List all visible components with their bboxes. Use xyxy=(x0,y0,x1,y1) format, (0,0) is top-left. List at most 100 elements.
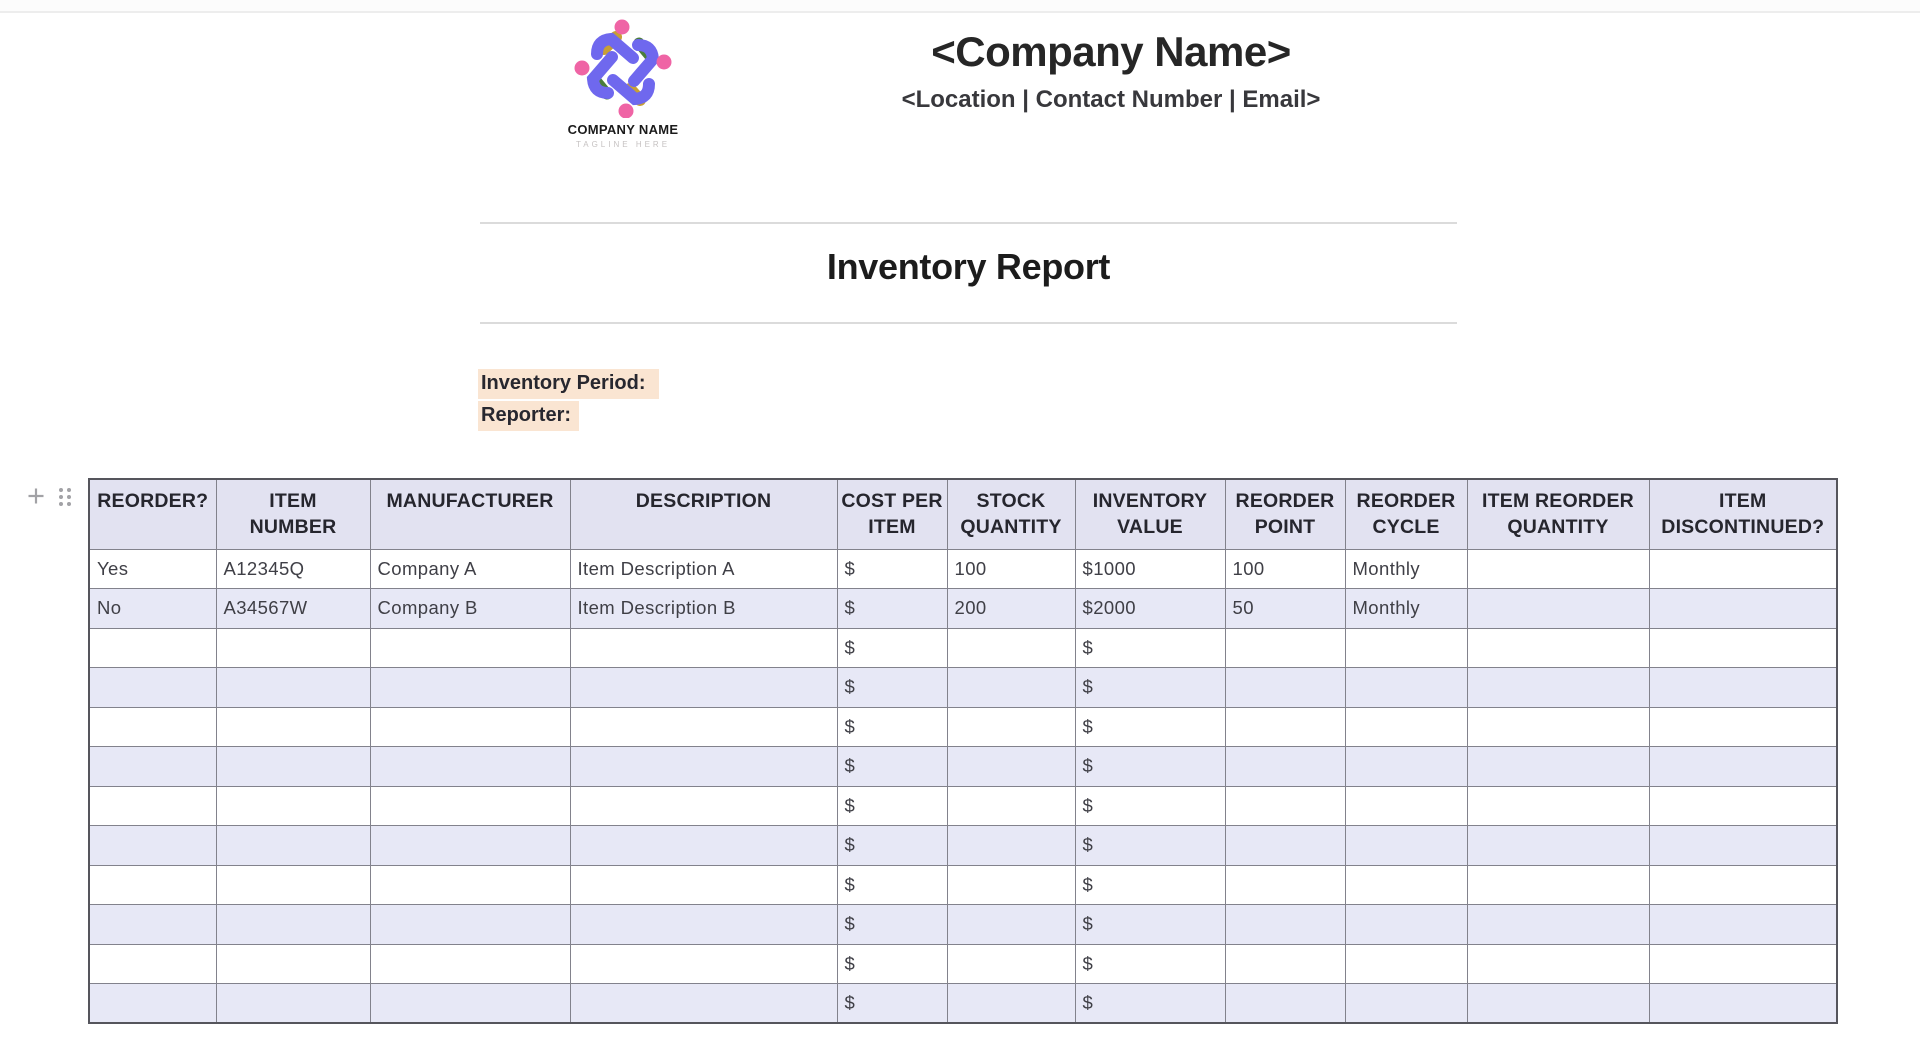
column-header[interactable]: COST PER ITEM xyxy=(836,478,948,550)
table-cell[interactable]: 100 xyxy=(946,548,1076,589)
table-cell[interactable] xyxy=(1224,904,1346,945)
table-cell[interactable] xyxy=(1344,785,1468,826)
table-cell[interactable] xyxy=(88,983,217,1024)
table-cell[interactable]: $ xyxy=(1074,904,1226,945)
table-cell[interactable]: $ xyxy=(836,943,948,984)
table-cell[interactable]: $ xyxy=(836,864,948,905)
column-header[interactable]: STOCK QUANTITY xyxy=(946,478,1076,550)
table-cell[interactable]: Yes xyxy=(88,548,217,589)
table-cell[interactable] xyxy=(1648,627,1838,668)
table-cell[interactable]: A12345Q xyxy=(215,548,371,589)
table-cell[interactable] xyxy=(215,904,371,945)
table-cell[interactable] xyxy=(569,785,838,826)
table-cell[interactable] xyxy=(1466,667,1650,708)
table-cell[interactable]: $ xyxy=(1074,746,1226,787)
table-cell[interactable]: $1000 xyxy=(1074,548,1226,589)
table-cell[interactable] xyxy=(88,785,217,826)
table-cell[interactable]: $ xyxy=(1074,943,1226,984)
table-cell[interactable] xyxy=(1648,746,1838,787)
table-cell[interactable]: $ xyxy=(1074,983,1226,1024)
table-cell[interactable] xyxy=(1224,785,1346,826)
table-cell[interactable]: 100 xyxy=(1224,548,1346,589)
table-cell[interactable] xyxy=(88,864,217,905)
table-cell[interactable]: $ xyxy=(836,825,948,866)
table-cell[interactable] xyxy=(946,983,1076,1024)
table-cell[interactable] xyxy=(569,943,838,984)
table-cell[interactable] xyxy=(215,667,371,708)
table-cell[interactable] xyxy=(1466,983,1650,1024)
table-cell[interactable]: $ xyxy=(836,627,948,668)
table-cell[interactable] xyxy=(1224,864,1346,905)
table-cell[interactable] xyxy=(369,746,571,787)
table-cell[interactable] xyxy=(88,825,217,866)
table-cell[interactable] xyxy=(88,943,217,984)
table-cell[interactable] xyxy=(1466,825,1650,866)
table-cell[interactable] xyxy=(369,706,571,747)
table-cell[interactable] xyxy=(569,706,838,747)
table-cell[interactable]: 50 xyxy=(1224,588,1346,629)
table-cell[interactable] xyxy=(1224,627,1346,668)
table-cell[interactable] xyxy=(569,904,838,945)
table-cell[interactable] xyxy=(369,864,571,905)
drag-handle[interactable] xyxy=(56,485,74,509)
table-cell[interactable] xyxy=(1344,825,1468,866)
table-cell[interactable] xyxy=(1224,983,1346,1024)
table-cell[interactable]: A34567W xyxy=(215,588,371,629)
table-cell[interactable]: $ xyxy=(1074,667,1226,708)
table-cell[interactable] xyxy=(946,943,1076,984)
column-header[interactable]: INVENTORY VALUE xyxy=(1074,478,1226,550)
column-header[interactable]: ITEM DISCONTINUED? xyxy=(1648,478,1838,550)
table-cell[interactable] xyxy=(88,746,217,787)
table-cell[interactable]: Item Description B xyxy=(569,588,838,629)
table-cell[interactable] xyxy=(215,943,371,984)
table-cell[interactable]: $ xyxy=(1074,627,1226,668)
table-cell[interactable] xyxy=(88,706,217,747)
table-cell[interactable] xyxy=(569,746,838,787)
table-cell[interactable] xyxy=(1648,667,1838,708)
table-cell[interactable] xyxy=(1466,943,1650,984)
table-cell[interactable] xyxy=(1466,746,1650,787)
table-cell[interactable] xyxy=(946,627,1076,668)
table-cell[interactable] xyxy=(215,746,371,787)
table-cell[interactable]: $2000 xyxy=(1074,588,1226,629)
table-cell[interactable] xyxy=(1344,627,1468,668)
table-cell[interactable] xyxy=(369,904,571,945)
table-cell[interactable] xyxy=(1648,904,1838,945)
table-cell[interactable] xyxy=(215,627,371,668)
table-cell[interactable] xyxy=(1648,983,1838,1024)
table-cell[interactable] xyxy=(1648,825,1838,866)
table-cell[interactable] xyxy=(1466,864,1650,905)
column-header[interactable]: DESCRIPTION xyxy=(569,478,838,550)
column-header[interactable]: MANUFACTURER xyxy=(369,478,571,550)
column-header[interactable]: ITEM NUMBER xyxy=(215,478,371,550)
table-cell[interactable]: $ xyxy=(836,904,948,945)
table-cell[interactable] xyxy=(1344,983,1468,1024)
table-cell[interactable] xyxy=(1344,904,1468,945)
table-cell[interactable] xyxy=(88,627,217,668)
table-cell[interactable] xyxy=(1344,864,1468,905)
table-cell[interactable]: Monthly xyxy=(1344,588,1468,629)
table-cell[interactable] xyxy=(215,706,371,747)
column-header[interactable]: REORDER POINT xyxy=(1224,478,1346,550)
table-cell[interactable]: Item Description A xyxy=(569,548,838,589)
table-cell[interactable]: 200 xyxy=(946,588,1076,629)
table-cell[interactable]: $ xyxy=(836,785,948,826)
table-cell[interactable] xyxy=(88,667,217,708)
table-cell[interactable] xyxy=(946,785,1076,826)
table-cell[interactable] xyxy=(946,904,1076,945)
table-cell[interactable] xyxy=(946,864,1076,905)
table-cell[interactable] xyxy=(1224,706,1346,747)
table-cell[interactable] xyxy=(1648,785,1838,826)
table-cell[interactable] xyxy=(369,667,571,708)
table-cell[interactable] xyxy=(1344,746,1468,787)
table-cell[interactable] xyxy=(1466,548,1650,589)
table-cell[interactable]: No xyxy=(88,588,217,629)
table-cell[interactable] xyxy=(946,706,1076,747)
table-cell[interactable] xyxy=(1648,548,1838,589)
table-cell[interactable]: $ xyxy=(836,548,948,589)
table-cell[interactable] xyxy=(215,825,371,866)
table-cell[interactable]: $ xyxy=(1074,864,1226,905)
table-cell[interactable] xyxy=(88,904,217,945)
table-cell[interactable] xyxy=(1648,588,1838,629)
table-cell[interactable] xyxy=(1648,864,1838,905)
